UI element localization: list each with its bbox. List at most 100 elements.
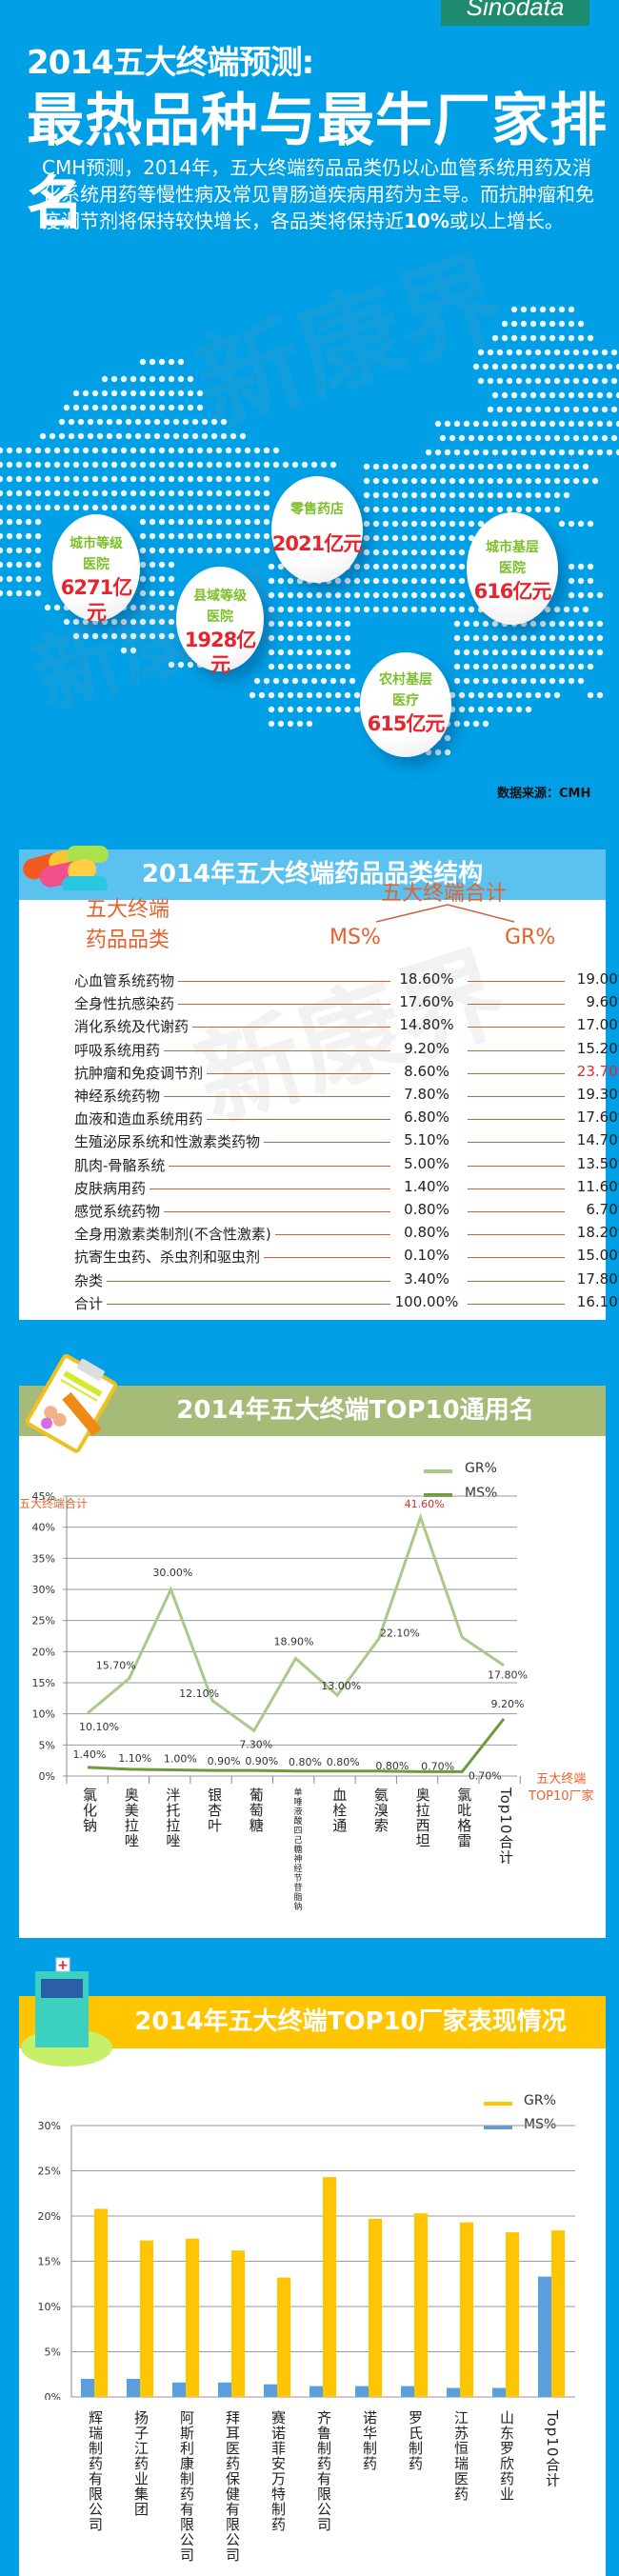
svg-text:45%: 45% (32, 1490, 55, 1503)
table-row: 皮肤病用药 1.40% 11.60% (74, 1177, 619, 1201)
svg-text:0%: 0% (45, 2391, 61, 2400)
top10-vendor-panel: 2014年五大终端TOP10厂家表现情况 (19, 1996, 606, 2576)
leader-line (468, 1257, 565, 1259)
table-row: 心血管系统药物 18.60% 19.00% (74, 970, 619, 993)
ms-value: 9.20% (404, 1039, 449, 1057)
ms-value: 100.00% (394, 1292, 459, 1310)
category-name: 皮肤病用药 (74, 1177, 150, 1198)
table-row: 血液和造血系统用药 6.80% 17.60% (74, 1108, 619, 1131)
leader-line (93, 1004, 390, 1006)
table-row: 肌肉-骨骼系统 5.00% 13.50% (74, 1154, 619, 1178)
leader-line (93, 1072, 390, 1074)
legend-ms-swatch (484, 2126, 512, 2129)
legend-gr-label: GR% (524, 2093, 556, 2108)
ms-value: 5.00% (404, 1154, 449, 1172)
svg-text:0.80%: 0.80% (375, 1760, 409, 1772)
table-row: 抗寄生虫药、杀虫剂和驱虫剂 0.10% 15.00% (74, 1247, 619, 1269)
dot-map-icon (0, 306, 619, 756)
header-bracket-lines (375, 904, 515, 923)
svg-text:13.00%: 13.00% (321, 1680, 361, 1692)
svg-text:20%: 20% (38, 2210, 61, 2223)
category-name: 生殖泌尿系统和性激素类药物 (74, 1131, 265, 1152)
category-name: 全身性抗感染药 (74, 993, 179, 1014)
svg-text:1.00%: 1.00% (164, 1752, 197, 1765)
leader-line (93, 1027, 390, 1028)
leader-line (468, 1096, 565, 1097)
ms-value: 8.60% (404, 1062, 449, 1080)
y-axis-title: 五大终端合计 (19, 1497, 89, 1510)
gr-value: 15.00% (576, 1247, 619, 1265)
page-title: 最热品种与最牛厂家排名 (27, 88, 608, 237)
bubble-city-primary: 城市基层 医院 616亿元 (467, 512, 558, 625)
table-row: 感觉系统药物 0.80% 6.70% (74, 1201, 619, 1224)
x-axis-label: 阿斯利康制药有限公司 (178, 2410, 195, 2563)
line-chart: 45% 40% 35% 30% 25% 20% 15% 10% 5% 0% 10.10% 15.70%… (32, 1490, 528, 1784)
svg-text:20%: 20% (32, 1646, 55, 1658)
table-row: 全身用激素类制剂(不含性激素) 0.80% 18.20% (74, 1224, 619, 1247)
category-name: 合计 (74, 1292, 108, 1313)
svg-text:5%: 5% (39, 1739, 55, 1751)
leader-line (93, 1049, 390, 1051)
table-row: 消化系统及代谢药 14.80% 17.00% (74, 1016, 619, 1039)
svg-text:7.30%: 7.30% (239, 1738, 272, 1750)
svg-text:40%: 40% (32, 1522, 55, 1534)
svg-text:10.10%: 10.10% (79, 1721, 119, 1733)
ms-value: 5.10% (404, 1131, 449, 1149)
gr-value: 6.70% (586, 1201, 619, 1218)
svg-text:30%: 30% (38, 2120, 61, 2132)
ms-value: 18.60% (399, 970, 454, 988)
gr-value: 17.00% (576, 1016, 619, 1034)
svg-text:0.80%: 0.80% (327, 1756, 360, 1768)
x-axis-label: 葡萄糖 (247, 1787, 265, 1833)
bubble-city-hospital: 城市等级 医院 6271亿元 (52, 514, 140, 624)
table-row: 生殖泌尿系统和性激素类药物 5.10% 14.70% (74, 1131, 619, 1154)
leader-line (468, 1234, 565, 1236)
svg-text:0%: 0% (39, 1770, 55, 1783)
leader-line (93, 1188, 390, 1189)
svg-text:0.90%: 0.90% (208, 1755, 241, 1767)
ms-value: 6.80% (404, 1108, 449, 1127)
bubble-rural-clinic: 农村基层 医疗 615亿元 (360, 652, 451, 757)
category-name: 杂类 (74, 1269, 108, 1290)
leader-line (468, 1165, 565, 1167)
svg-text:5%: 5% (45, 2346, 61, 2359)
svg-text:9.20%: 9.20% (491, 1698, 525, 1710)
category-name: 全身用激素类制剂(不含性激素) (74, 1224, 275, 1245)
top10-vendor-note: 五大终端 TOP10厂家 (529, 1772, 594, 1804)
legend-gr-label: GR% (465, 1461, 497, 1476)
svg-text:25%: 25% (32, 1615, 55, 1627)
leader-line (468, 1027, 565, 1028)
x-axis-label: 血栓通 (330, 1787, 349, 1833)
x-axis-label: Top10合计 (544, 2410, 561, 2488)
ms-value: 17.60% (399, 993, 454, 1011)
category-header: 五大终端 药品品类 (86, 898, 170, 952)
table-row: 抗肿瘤和免疫调节剂 8.60% 23.70% (74, 1062, 619, 1086)
gr-header: GR% (505, 926, 556, 949)
leader-line (468, 1211, 565, 1212)
svg-text:10%: 10% (38, 2301, 61, 2313)
x-axis-label: 奥美拉唑 (122, 1787, 140, 1848)
leader-line (93, 1096, 390, 1097)
x-axis-label: 氨溴索 (371, 1787, 389, 1833)
sinodata-logo: Sinodata (441, 0, 589, 26)
svg-text:0.70%: 0.70% (469, 1769, 502, 1782)
x-axis-label: 奥拉西坦 (413, 1787, 431, 1848)
gr-value: 13.50% (576, 1154, 619, 1172)
gr-value: 16.10% (576, 1292, 619, 1310)
intro-paragraph: CMH预测，2014年，五大终端药品品类仍以心血管系统用药及消化系统用药等慢性病… (42, 156, 594, 232)
leader-line (93, 1165, 390, 1167)
category-name: 呼吸系统用药 (74, 1039, 165, 1060)
svg-text:12.10%: 12.10% (179, 1687, 219, 1700)
legend-gr-swatch (424, 1469, 452, 1473)
ms-value: 1.40% (404, 1177, 449, 1195)
top10-generic-panel: 2014年五大终端TOP10通用名 (19, 1386, 606, 1938)
legend-ms-label: MS% (524, 2117, 557, 2132)
svg-text:15.70%: 15.70% (96, 1659, 136, 1671)
gr-value: 19.30% (576, 1086, 619, 1103)
gr-value: 17.80% (576, 1269, 619, 1288)
gr-value: 19.00% (576, 970, 619, 988)
svg-text:30%: 30% (32, 1584, 55, 1596)
leader-line (468, 1119, 565, 1121)
clipboard-icon (25, 1353, 118, 1453)
x-axis-label: Top10合计 (497, 1787, 514, 1866)
